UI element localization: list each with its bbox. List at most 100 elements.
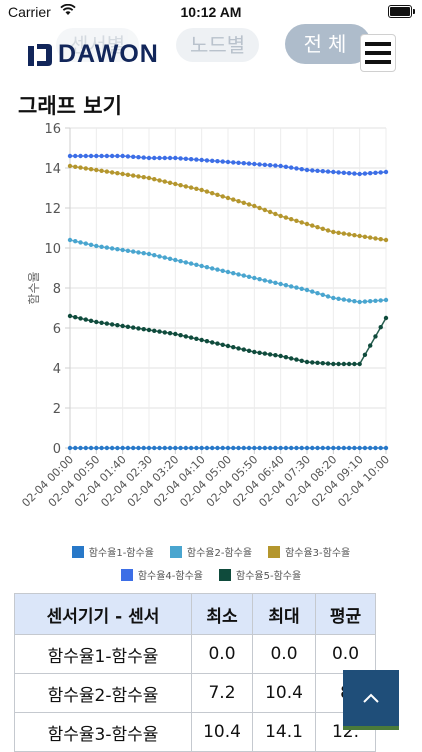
- data-point: [157, 178, 162, 183]
- y-axis-label: 함수율: [27, 271, 41, 304]
- tab-node[interactable]: 노드별: [176, 28, 260, 62]
- data-point: [341, 297, 347, 302]
- carrier-label: Carrier: [8, 4, 51, 20]
- y-tick-label: 14: [44, 162, 61, 177]
- data-point: [352, 171, 357, 176]
- data-point: [67, 237, 73, 243]
- data-point: [273, 211, 278, 217]
- data-point: [99, 153, 104, 159]
- data-point: [146, 327, 152, 333]
- data-point: [220, 194, 225, 199]
- data-point: [304, 287, 310, 293]
- data-point: [199, 337, 204, 343]
- data-point: [120, 153, 125, 159]
- data-point: [294, 285, 299, 290]
- hamburger-menu-button[interactable]: [360, 34, 396, 72]
- data-point: [262, 207, 268, 213]
- data-point: [115, 171, 120, 176]
- legend-item[interactable]: 함수율4-함수율: [120, 567, 203, 582]
- data-point: [94, 167, 99, 173]
- data-point: [194, 445, 199, 451]
- header-avg: 평균: [315, 593, 376, 635]
- data-point: [341, 361, 347, 367]
- data-point: [199, 187, 204, 193]
- data-point: [283, 445, 289, 451]
- data-point: [315, 445, 320, 451]
- data-point: [241, 273, 246, 278]
- data-point: [352, 299, 357, 304]
- data-point: [188, 185, 194, 190]
- data-point: [357, 299, 362, 305]
- data-point: [346, 361, 352, 367]
- data-point: [299, 220, 304, 225]
- data-point: [178, 333, 183, 338]
- data-point: [146, 175, 152, 181]
- data-point: [236, 272, 241, 277]
- tab-sensor[interactable]: 센서별: [56, 28, 140, 62]
- legend-item[interactable]: 함수율2-함수율: [169, 544, 252, 559]
- data-point: [346, 298, 352, 303]
- data-point: [267, 352, 273, 357]
- data-point: [267, 445, 273, 451]
- data-point: [178, 259, 183, 264]
- scroll-to-top-button[interactable]: [343, 670, 399, 730]
- data-point: [283, 215, 289, 220]
- legend-item[interactable]: 함수율3-함수율: [268, 544, 350, 559]
- data-point: [257, 205, 262, 211]
- data-point: [310, 223, 315, 228]
- data-point: [310, 360, 315, 365]
- data-point: [368, 445, 373, 451]
- legend-item[interactable]: 함수율1-함수율: [71, 544, 154, 559]
- logo: DAWON: [28, 40, 159, 69]
- y-tick-label: 8: [53, 282, 61, 297]
- data-point: [78, 153, 83, 159]
- data-point: [120, 323, 125, 329]
- legend-item[interactable]: 함수율5-함수율: [219, 567, 301, 582]
- data-point: [231, 445, 236, 451]
- data-point: [183, 260, 189, 265]
- data-point: [331, 295, 336, 301]
- data-point: [141, 445, 146, 451]
- data-point: [383, 237, 389, 243]
- data-point: [278, 353, 283, 359]
- data-point: [104, 245, 110, 250]
- data-point: [83, 317, 89, 322]
- data-point: [378, 325, 383, 330]
- data-point: [204, 339, 210, 344]
- data-point: [357, 445, 362, 451]
- data-point: [378, 237, 383, 242]
- app-header: 센서별 노드별 DAWON 전체: [0, 24, 422, 84]
- data-point: [273, 445, 278, 451]
- data-point: [346, 232, 352, 237]
- data-point: [267, 209, 273, 215]
- data-point: [83, 166, 89, 171]
- data-point: [283, 355, 289, 360]
- data-point: [262, 162, 268, 167]
- legend-label: 함수율4-함수율: [137, 571, 203, 582]
- data-point: [294, 357, 299, 362]
- data-point: [194, 157, 199, 162]
- data-point: [125, 248, 131, 253]
- data-point: [88, 318, 94, 323]
- y-tick-label: 4: [53, 362, 61, 377]
- data-point: [73, 239, 78, 244]
- data-point: [73, 315, 78, 320]
- chevron-up-icon: [363, 693, 379, 703]
- cell-min: 0.0: [191, 634, 253, 674]
- data-point: [220, 268, 225, 273]
- data-point: [88, 242, 94, 247]
- data-point: [199, 263, 204, 269]
- data-point: [78, 316, 83, 321]
- data-point: [336, 361, 341, 367]
- tab-all[interactable]: 전체: [285, 24, 371, 64]
- data-point: [383, 169, 389, 175]
- data-point: [368, 235, 373, 240]
- data-point: [188, 445, 194, 451]
- y-tick-label: 12: [44, 202, 61, 217]
- data-point: [315, 168, 320, 173]
- data-point: [273, 353, 278, 358]
- data-point: [373, 298, 378, 303]
- data-point: [368, 171, 373, 176]
- data-point: [131, 445, 136, 451]
- status-time: 10:12 AM: [180, 4, 242, 20]
